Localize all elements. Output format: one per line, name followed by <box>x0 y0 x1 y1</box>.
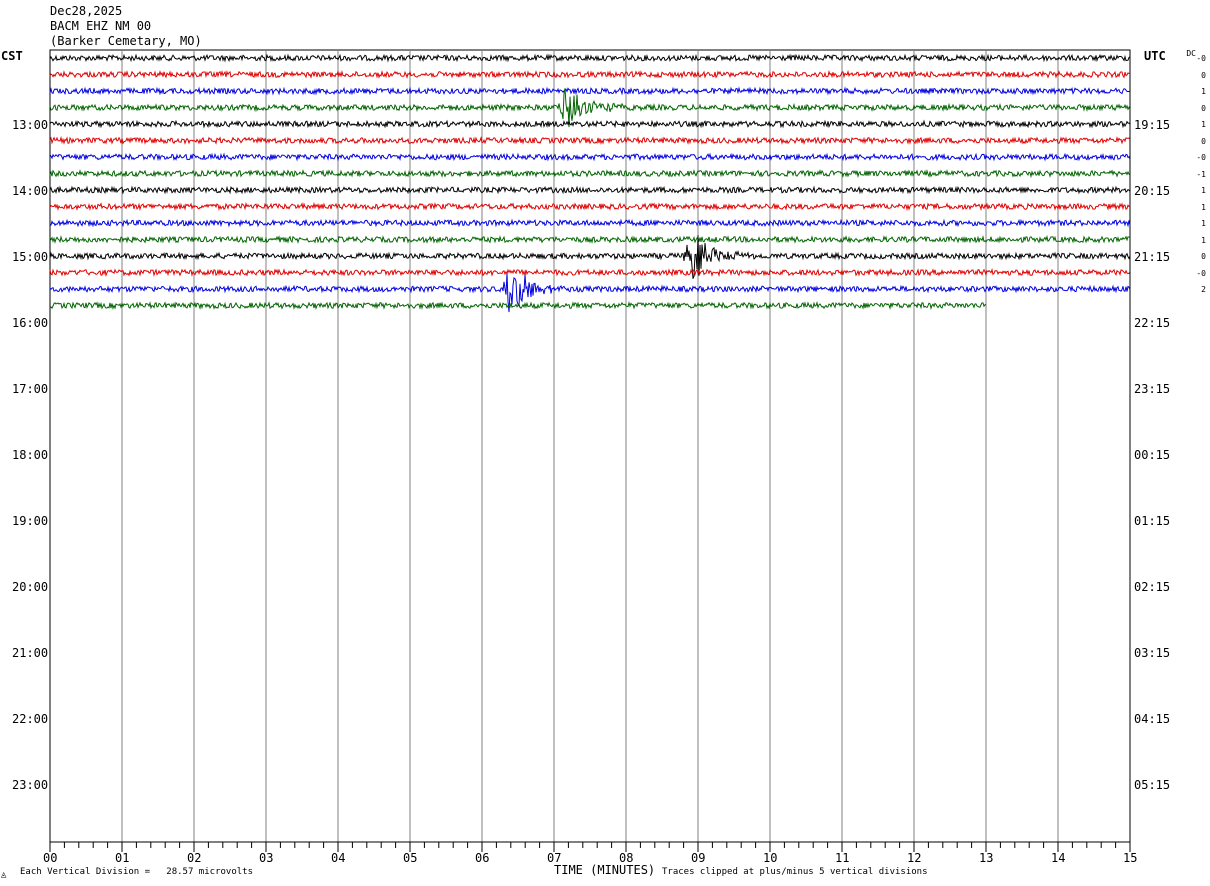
x-tick-label: 04 <box>331 851 346 865</box>
x-tick-label: 08 <box>619 851 634 865</box>
x-tick-label: 02 <box>187 851 202 865</box>
dc-offset-label: -0 <box>1196 268 1206 278</box>
dc-label: DC <box>1186 49 1196 58</box>
utc-hour-label: 02:15 <box>1134 580 1171 594</box>
cst-hour-label: 15:00 <box>12 250 49 264</box>
dc-offset-label: 1 <box>1201 87 1206 96</box>
x-tick-label: 13 <box>979 851 994 865</box>
cst-axis-label: CST <box>1 49 23 63</box>
seismic-trace <box>49 168 1131 179</box>
utc-hour-label: 05:15 <box>1134 778 1171 792</box>
utc-hour-label: 21:15 <box>1134 250 1171 264</box>
cst-hour-label: 13:00 <box>12 118 49 132</box>
seismic-trace <box>49 135 1131 145</box>
utc-hour-label: 03:15 <box>1134 646 1171 660</box>
utc-hour-label: 23:15 <box>1134 382 1171 396</box>
cst-hour-label: 18:00 <box>12 448 49 462</box>
dc-offset-label: 1 <box>1201 235 1206 245</box>
trace-group <box>49 53 1131 313</box>
seismic-trace <box>49 201 1131 212</box>
seismic-trace <box>49 235 1131 279</box>
seismic-trace <box>49 300 987 311</box>
utc-hour-label: 20:15 <box>1134 184 1171 198</box>
seismic-trace <box>49 234 1131 244</box>
seismic-trace <box>49 267 1131 278</box>
x-tick-label: 10 <box>763 851 778 865</box>
clip-note: Traces clipped at plus/minus 5 vertical … <box>662 867 928 877</box>
cst-hour-label: 21:00 <box>12 646 49 660</box>
seismic-trace <box>49 185 1131 195</box>
dc-offset-label: 1 <box>1201 120 1206 129</box>
dc-offset-label: 0 <box>1201 70 1206 80</box>
dc-offset-label: 2 <box>1201 285 1206 294</box>
seismic-trace <box>49 218 1131 228</box>
x-tick-label: 12 <box>907 851 922 865</box>
dc-offset-label: -1 <box>1196 169 1206 179</box>
x-tick-label: 14 <box>1051 851 1066 865</box>
dc-offset-label: 1 <box>1201 202 1206 212</box>
cst-hour-label: 17:00 <box>12 382 49 396</box>
seismic-trace <box>49 88 1131 128</box>
cst-hour-label: 14:00 <box>12 184 49 198</box>
location-label: (Barker Cemetary, MO) <box>50 34 202 48</box>
cst-hour-label: 22:00 <box>12 712 49 726</box>
seismic-trace <box>49 152 1131 162</box>
utc-axis-label: UTC <box>1144 49 1166 63</box>
utc-hour-label: 22:15 <box>1134 316 1171 330</box>
cst-hour-label: 23:00 <box>12 778 49 792</box>
division-note: Each Vertical Division = 28.57 microvolt… <box>20 867 253 877</box>
dc-offset-label: 1 <box>1201 219 1206 228</box>
utc-hour-label: 01:15 <box>1134 514 1171 528</box>
x-tick-label: 15 <box>1123 851 1138 865</box>
dc-offset-label: -0 <box>1196 153 1206 162</box>
x-tick-label: 11 <box>835 851 850 865</box>
cst-hour-label: 19:00 <box>12 514 49 528</box>
cst-hour-label: 16:00 <box>12 316 49 330</box>
station-label: BACM EHZ NM 00 <box>50 19 152 33</box>
seismic-trace <box>49 119 1131 129</box>
dc-offset-label: -0 <box>1196 54 1206 63</box>
dc-offset-label: 1 <box>1201 186 1206 195</box>
x-tick-label: 09 <box>691 851 706 865</box>
x-axis-title: TIME (MINUTES) <box>554 863 656 877</box>
date-label: Dec28,2025 <box>50 4 123 18</box>
dc-offset-label: 0 <box>1201 252 1206 261</box>
x-tick-label: 06 <box>475 851 490 865</box>
plot-grid <box>49 49 1131 843</box>
dc-offset-label: 0 <box>1201 136 1206 146</box>
x-tick-label: 05 <box>403 851 418 865</box>
cst-hour-label: 20:00 <box>12 580 49 594</box>
x-tick-label: 03 <box>259 851 274 865</box>
time-axis <box>49 841 1131 852</box>
seismic-trace <box>49 86 1131 96</box>
x-tick-label: 01 <box>115 851 130 865</box>
utc-hour-label: 04:15 <box>1134 712 1171 726</box>
plot-frame <box>49 49 1131 843</box>
corner-mark: ◬ <box>1 870 7 880</box>
x-tick-label: 07 <box>547 851 562 865</box>
seismic-trace <box>49 53 1131 63</box>
utc-hour-label: 19:15 <box>1134 118 1171 132</box>
dc-offset-label: 0 <box>1201 103 1206 113</box>
seismic-trace <box>49 272 1131 313</box>
x-tick-label: 00 <box>43 851 58 865</box>
seismic-trace <box>49 69 1131 79</box>
utc-hour-label: 00:15 <box>1134 448 1171 462</box>
